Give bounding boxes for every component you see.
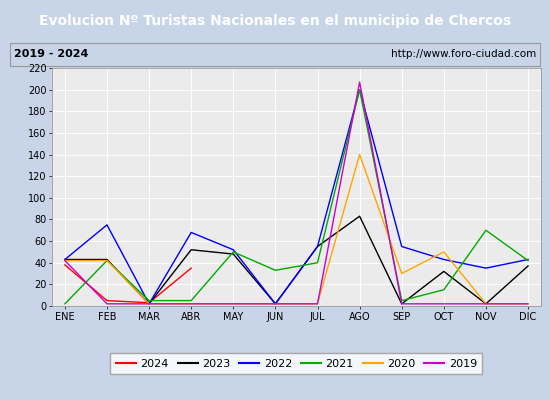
Text: 2019 - 2024: 2019 - 2024 [14, 49, 89, 59]
Text: http://www.foro-ciudad.com: http://www.foro-ciudad.com [390, 49, 536, 59]
Legend: 2024, 2023, 2022, 2021, 2020, 2019: 2024, 2023, 2022, 2021, 2020, 2019 [111, 353, 482, 374]
Text: Evolucion Nº Turistas Nacionales en el municipio de Chercos: Evolucion Nº Turistas Nacionales en el m… [39, 14, 511, 28]
